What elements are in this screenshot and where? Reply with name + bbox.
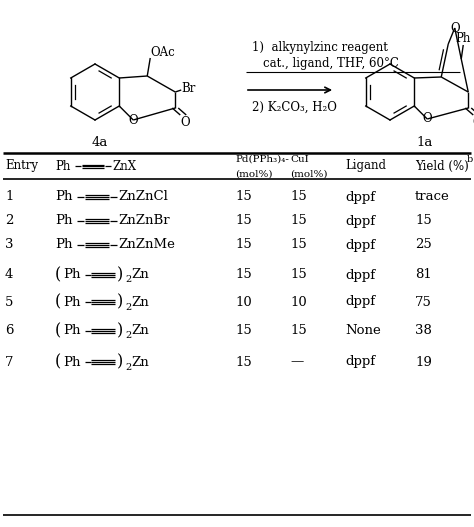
Text: 15: 15 [290, 190, 307, 203]
Text: Ph: Ph [63, 296, 81, 308]
Text: 19: 19 [415, 356, 432, 368]
Text: O: O [473, 115, 474, 129]
Text: 38: 38 [415, 325, 432, 337]
Text: CuI: CuI [290, 154, 309, 163]
Text: 6: 6 [5, 325, 13, 337]
Text: 15: 15 [235, 239, 252, 251]
Text: 15: 15 [235, 356, 252, 368]
Text: Ph: Ph [63, 356, 81, 368]
Text: Ph: Ph [55, 160, 70, 172]
Text: O: O [450, 22, 460, 34]
Text: 2: 2 [5, 214, 13, 228]
Text: O: O [422, 112, 432, 125]
Text: Pd(PPh₃)₄-: Pd(PPh₃)₄- [235, 154, 289, 163]
Text: OAc: OAc [150, 45, 175, 58]
Text: 15: 15 [290, 239, 307, 251]
Text: 1a: 1a [417, 135, 433, 149]
Text: ZnX: ZnX [112, 160, 136, 172]
Text: 2: 2 [125, 276, 131, 285]
Text: ): ) [117, 354, 123, 370]
Text: dppf: dppf [345, 268, 375, 281]
Text: 1)  alkynylzinc reagent: 1) alkynylzinc reagent [252, 41, 388, 54]
Text: Ph: Ph [55, 239, 73, 251]
Text: 4: 4 [5, 268, 13, 281]
Text: 10: 10 [290, 296, 307, 308]
Text: 15: 15 [290, 268, 307, 281]
Text: ): ) [117, 267, 123, 284]
Text: Zn: Zn [131, 296, 149, 308]
Text: trace: trace [415, 190, 450, 203]
Text: dppf: dppf [345, 239, 375, 251]
Text: 15: 15 [235, 214, 252, 228]
Text: 1: 1 [5, 190, 13, 203]
Text: dppf: dppf [345, 214, 375, 228]
Text: 15: 15 [415, 214, 432, 228]
Text: Yield (%): Yield (%) [415, 160, 469, 172]
Text: O: O [181, 115, 190, 129]
Text: Ph: Ph [63, 325, 81, 337]
Text: 2: 2 [125, 331, 131, 340]
Text: 5: 5 [5, 296, 13, 308]
Text: (mol%): (mol%) [235, 170, 273, 179]
Text: 25: 25 [415, 239, 432, 251]
Text: O: O [128, 113, 138, 126]
Text: ): ) [117, 323, 123, 339]
Text: ): ) [117, 294, 123, 310]
Text: 15: 15 [290, 325, 307, 337]
Text: Zn: Zn [131, 268, 149, 281]
Text: Br: Br [181, 82, 196, 94]
Text: Zn: Zn [131, 325, 149, 337]
Text: b: b [467, 154, 473, 163]
Text: cat., ligand, THF, 60°C: cat., ligand, THF, 60°C [263, 57, 399, 71]
Text: 75: 75 [415, 296, 432, 308]
Text: 2: 2 [125, 363, 131, 372]
Text: Ph: Ph [456, 33, 471, 45]
Text: ZnZnBr: ZnZnBr [118, 214, 170, 228]
Text: Ph: Ph [55, 214, 73, 228]
Text: ZnZnCl: ZnZnCl [118, 190, 168, 203]
Text: 2: 2 [125, 302, 131, 311]
Text: 15: 15 [235, 190, 252, 203]
Text: (: ( [55, 267, 61, 284]
Text: 15: 15 [235, 268, 252, 281]
Text: —: — [290, 356, 303, 368]
Text: 15: 15 [290, 214, 307, 228]
Text: 4a: 4a [92, 135, 108, 149]
Text: Ph: Ph [55, 190, 73, 203]
Text: 2) K₂CO₃, H₂O: 2) K₂CO₃, H₂O [252, 101, 337, 113]
Text: (: ( [55, 354, 61, 370]
Text: 7: 7 [5, 356, 13, 368]
Text: 15: 15 [235, 325, 252, 337]
Text: ZnZnMe: ZnZnMe [118, 239, 175, 251]
Text: Ligand: Ligand [345, 160, 386, 172]
Text: Zn: Zn [131, 356, 149, 368]
Text: (: ( [55, 294, 61, 310]
Text: 81: 81 [415, 268, 432, 281]
Text: (: ( [55, 323, 61, 339]
Text: Entry: Entry [5, 160, 38, 172]
Text: 3: 3 [5, 239, 13, 251]
Text: dppf: dppf [345, 190, 375, 203]
Text: dppf: dppf [345, 296, 375, 308]
Text: Ph: Ph [63, 268, 81, 281]
Text: None: None [345, 325, 381, 337]
Text: (mol%): (mol%) [290, 170, 328, 179]
Text: dppf: dppf [345, 356, 375, 368]
Text: 10: 10 [235, 296, 252, 308]
